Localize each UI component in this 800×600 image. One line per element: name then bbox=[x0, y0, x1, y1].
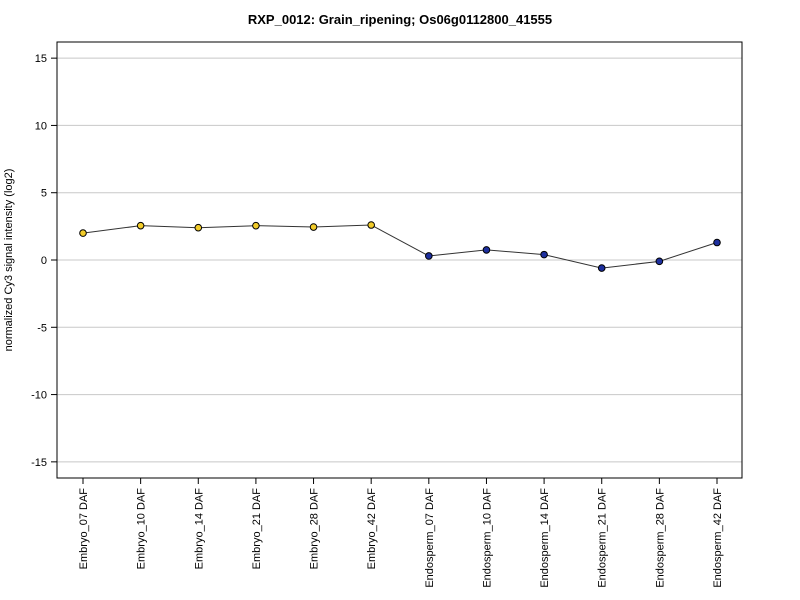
data-point bbox=[252, 221, 260, 230]
gridlines bbox=[57, 57, 742, 463]
chart-title: RXP_0012: Grain_ripening; Os06g0112800_4… bbox=[247, 12, 553, 27]
x-tick-label: Embryo_42 DAF bbox=[366, 488, 378, 570]
x-tick-label: Embryo_07 DAF bbox=[78, 488, 90, 570]
x-tick-label: Endosperm_21 DAF bbox=[597, 488, 609, 588]
data-point bbox=[367, 221, 375, 229]
data-point bbox=[482, 246, 491, 254]
y-tick-label: -15 bbox=[31, 457, 47, 469]
data-point bbox=[540, 250, 548, 259]
x-tick-label: Endosperm_42 DAF bbox=[712, 488, 724, 588]
y-tick-label: 15 bbox=[35, 53, 47, 65]
data-point bbox=[655, 257, 664, 266]
x-axis: Embryo_07 DAF Embryo_10 DAF Embryo_14 DAF E… bbox=[78, 478, 724, 588]
plot-frame bbox=[56, 41, 743, 479]
x-tick-label: Embryo_21 DAF bbox=[251, 488, 263, 570]
data-point bbox=[425, 252, 433, 260]
x-tick-label: Endosperm_07 DAF bbox=[424, 488, 436, 588]
y-axis-label: normalized Cy3 signal intensity (log2) bbox=[3, 169, 15, 352]
x-tick-label: Embryo_10 DAF bbox=[136, 488, 148, 570]
x-tick-label: Embryo_28 DAF bbox=[309, 488, 321, 570]
data-point bbox=[194, 223, 203, 232]
y-tick-label: 10 bbox=[35, 120, 47, 132]
data-points bbox=[79, 221, 721, 272]
data-point bbox=[713, 238, 721, 247]
y-axis: -15 -10 -5 0 5 10 15 bbox=[31, 53, 57, 469]
data-point bbox=[136, 221, 145, 230]
y-tick-label: 0 bbox=[41, 255, 47, 267]
data-point bbox=[309, 223, 318, 231]
y-tick-label: -10 bbox=[31, 390, 47, 402]
x-tick-label: Endosperm_10 DAF bbox=[481, 488, 493, 588]
data-point bbox=[597, 264, 606, 272]
series-line bbox=[82, 224, 718, 269]
y-tick-label: -5 bbox=[37, 322, 47, 334]
y-tick-label: 5 bbox=[41, 188, 47, 200]
x-tick-label: Embryo_14 DAF bbox=[193, 488, 205, 570]
x-tick-label: Endosperm_28 DAF bbox=[654, 488, 666, 588]
x-tick-label: Endosperm_14 DAF bbox=[539, 488, 551, 588]
series-polyline bbox=[82, 224, 718, 269]
data-point bbox=[79, 229, 87, 237]
